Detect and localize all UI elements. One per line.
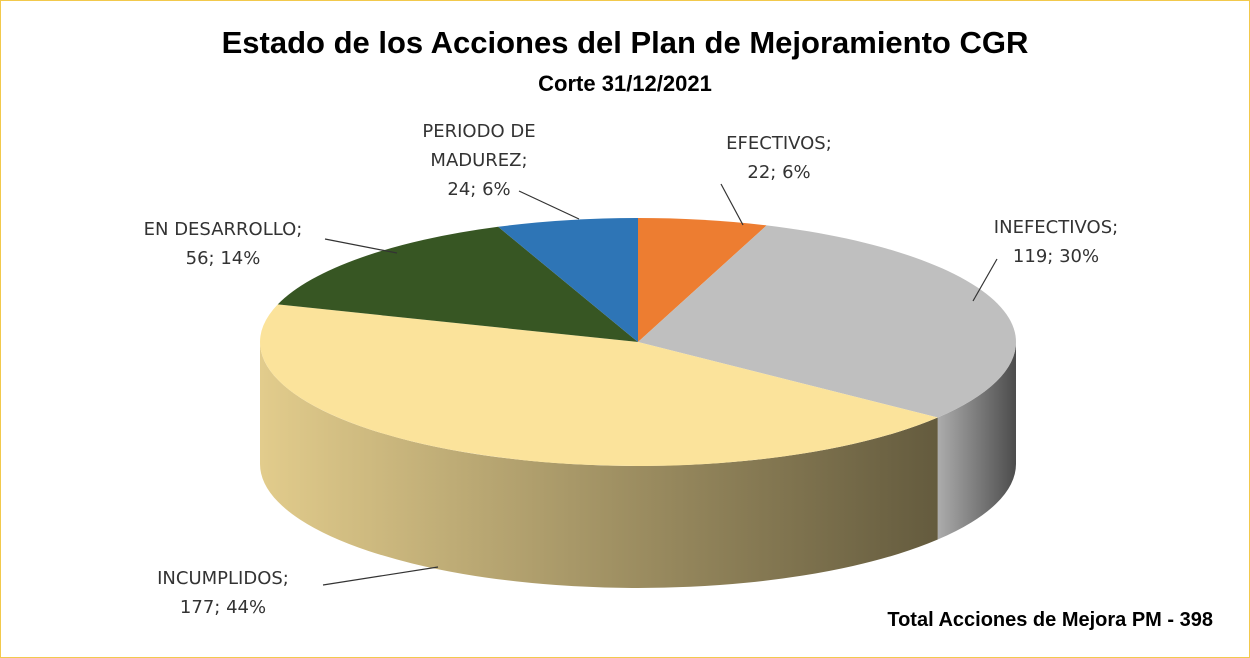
value-label: 56; 14%	[185, 248, 261, 269]
leader-line	[972, 258, 998, 302]
data-label: PERIODO DE MADUREZ; 24; 6%	[379, 117, 579, 204]
slice-side	[260, 342, 938, 588]
leader-line	[322, 566, 439, 586]
slice-side	[937, 342, 1016, 540]
slice	[260, 304, 938, 466]
data-label: EN DESARROLLO; 56; 14%	[103, 215, 343, 273]
category-label: EFECTIVOS;	[726, 133, 832, 154]
category-label: INEFECTIVOS;	[993, 217, 1119, 238]
chart-title: Estado de los Acciones del Plan de Mejor…	[221, 25, 1029, 60]
annotation: Total Acciones de Mejora PM - 398	[887, 609, 1213, 631]
value-label: 119; 30%	[1012, 246, 1100, 267]
slice	[638, 225, 1017, 418]
slice	[498, 218, 638, 342]
slice	[277, 226, 638, 342]
chart-subtitle: Corte 31/12/2021	[538, 71, 712, 96]
category-label: PERIODO DE MADUREZ;	[422, 121, 536, 171]
value-label: 24; 6%	[447, 179, 511, 200]
category-label: EN DESARROLLO;	[143, 219, 303, 240]
data-label: INEFECTIVOS; 119; 30%	[956, 213, 1156, 271]
leader-line	[720, 183, 744, 226]
slice	[638, 218, 767, 342]
data-label: EFECTIVOS; 22; 6%	[689, 129, 869, 187]
category-label: INCUMPLIDOS;	[157, 568, 289, 589]
value-label: 177; 44%	[179, 597, 267, 618]
leader-line	[518, 190, 580, 220]
leader-line	[324, 238, 398, 254]
data-label: INCUMPLIDOS; 177; 44%	[113, 564, 333, 622]
value-label: 22; 6%	[747, 162, 811, 183]
